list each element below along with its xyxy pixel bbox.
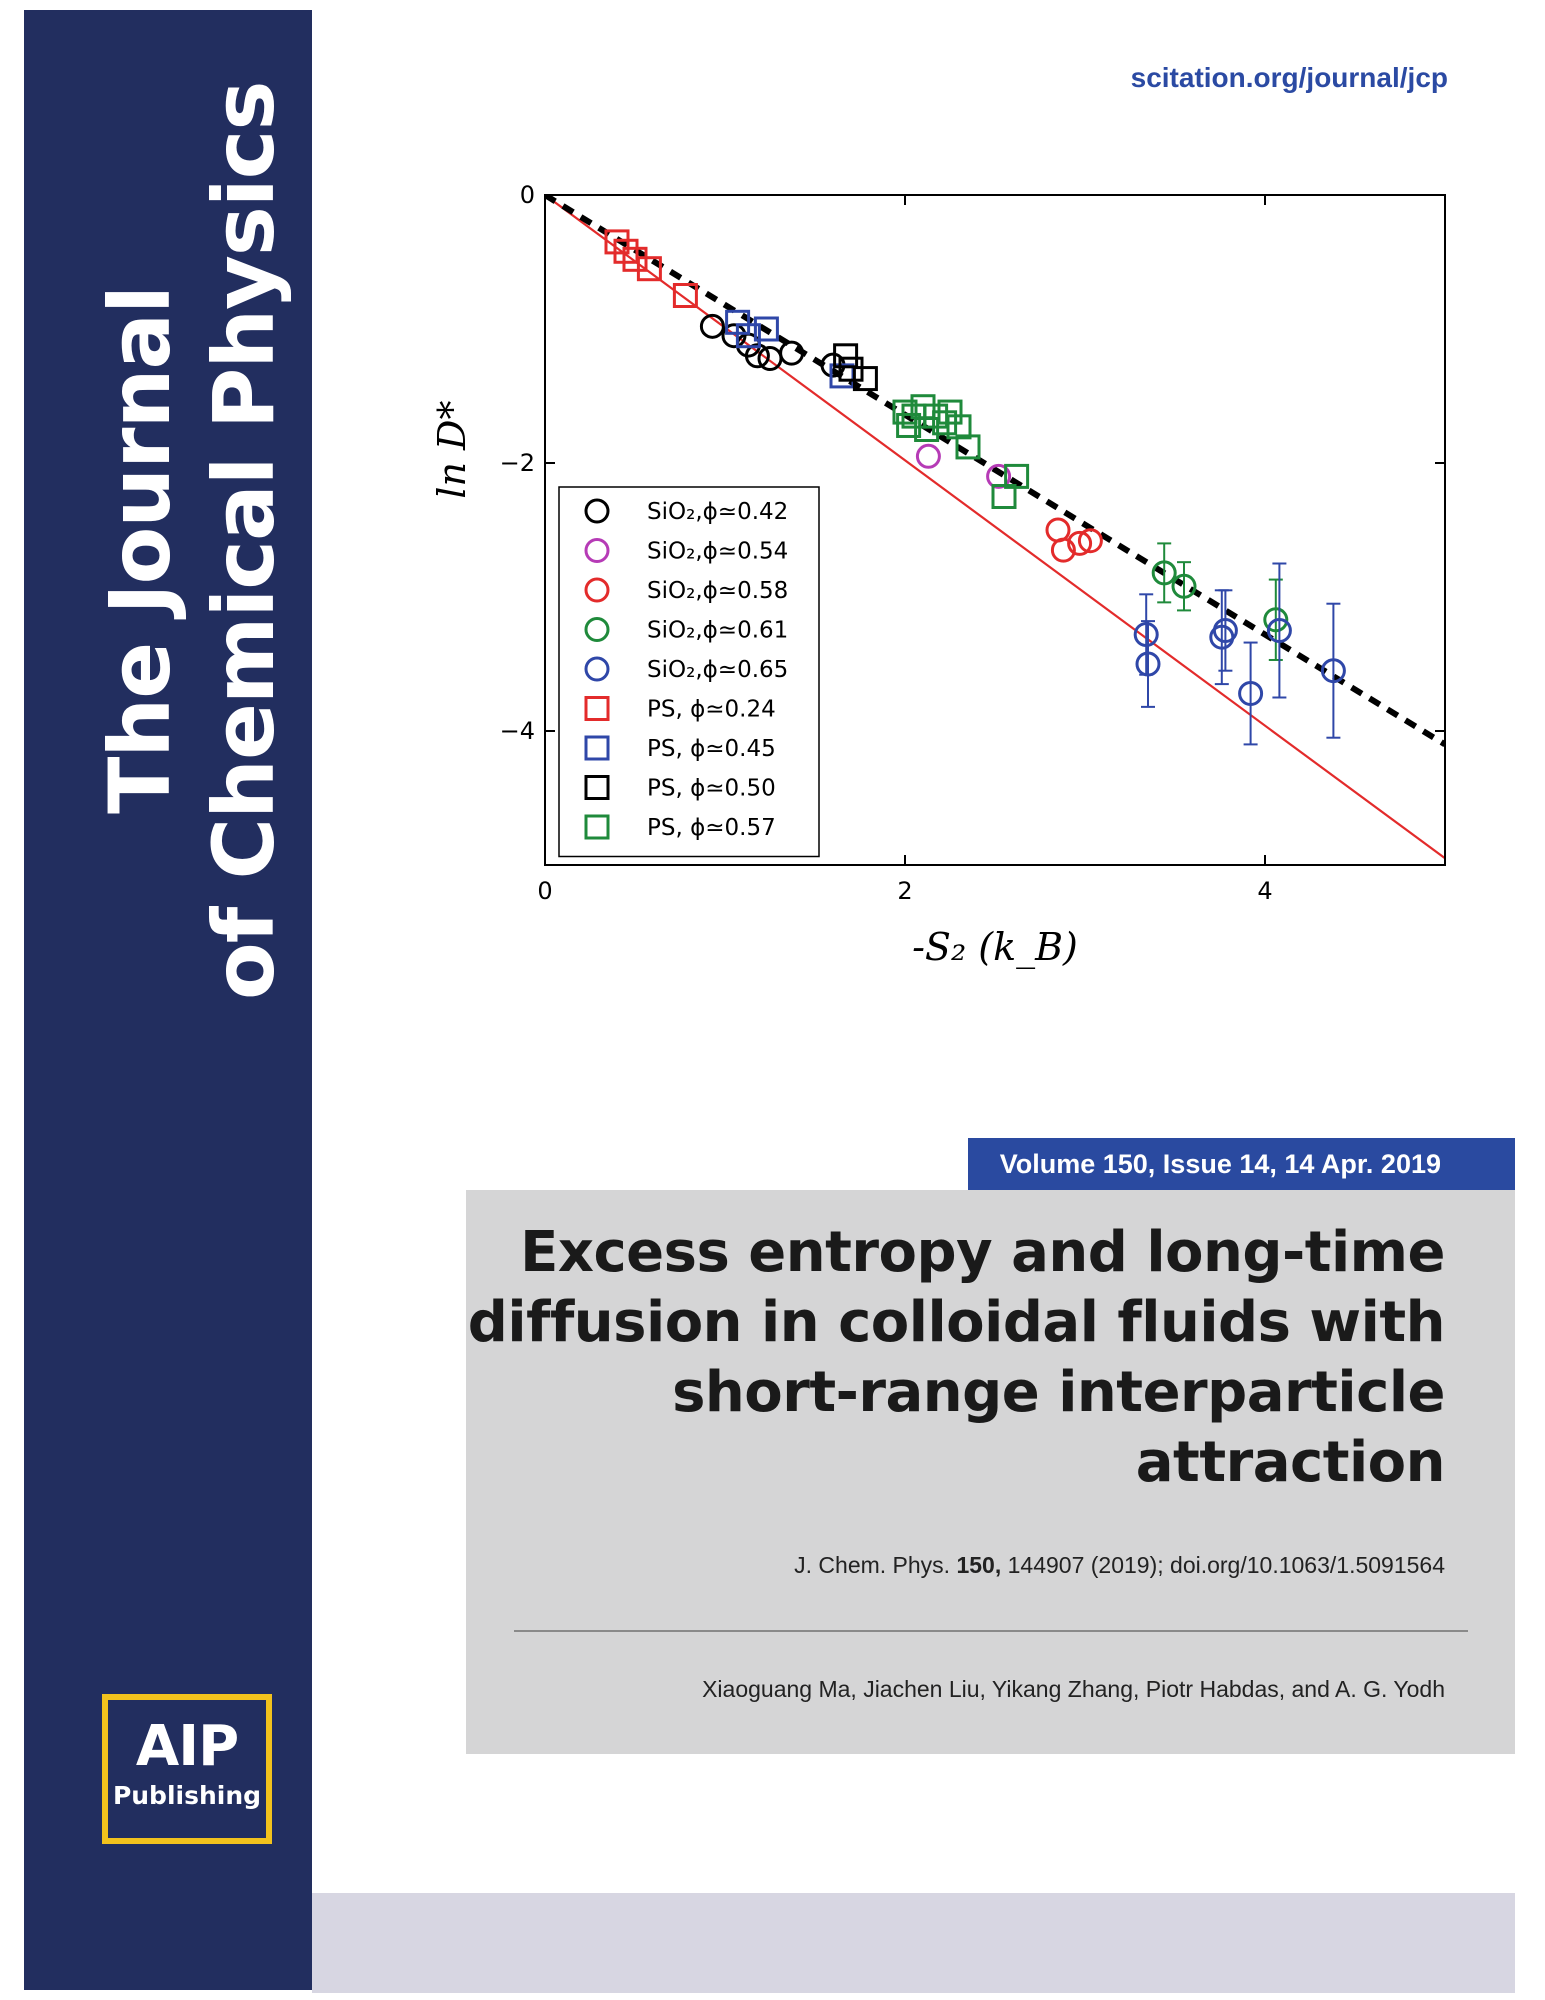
legend-marker-circle <box>584 498 610 524</box>
data-point-square <box>672 283 698 308</box>
legend-label: PS, ϕ≃0.24 <box>647 697 776 723</box>
legend-label: SiO₂,ϕ≃0.54 <box>647 539 788 565</box>
legend-label: PS, ϕ≃0.57 <box>647 815 776 841</box>
data-point-square <box>604 229 630 255</box>
data-point-square <box>955 434 981 460</box>
cover-chart: 0 2 4 0 −2 −4 -S₂ (k_B) ln D* SiO₂,ϕ≃0.42 SiO₂,ϕ≃… <box>430 181 1446 970</box>
citation-volume: 150, <box>956 1552 1002 1578</box>
data-point-circle <box>1212 618 1238 643</box>
legend-label: SiO₂,ϕ≃0.61 <box>647 618 788 644</box>
data-point-square <box>838 356 864 382</box>
legend-marker-square <box>584 735 610 761</box>
journal-title-line2: of Chemical Physics <box>195 81 293 1000</box>
authors: Xiaoguang Ma, Jiachen Liu, Yikang Zhang,… <box>702 1676 1445 1702</box>
data-point-square <box>946 414 972 440</box>
data-point-circle <box>1077 528 1103 554</box>
legend-marker-square <box>584 696 610 721</box>
data-point-square <box>1004 463 1030 489</box>
legend-marker-circle <box>584 617 610 642</box>
data-point-circle <box>699 313 725 339</box>
data-point-circle <box>1238 680 1264 706</box>
data-point-square <box>896 412 922 438</box>
legend-marker-circle <box>584 577 610 603</box>
data-point-square <box>937 399 963 425</box>
legend-box <box>558 486 820 858</box>
data-point-circle <box>1050 537 1076 563</box>
logo-aip-text: AIP <box>135 1714 239 1779</box>
legend-label: PS, ϕ≃0.50 <box>647 776 776 802</box>
data-point-circle <box>1263 607 1289 633</box>
data-point-square <box>914 417 940 442</box>
data-point-square <box>852 366 878 392</box>
data-point-circle <box>915 443 941 469</box>
article-info-box: Excess entropy and long-time diffusion i… <box>466 1190 1515 1754</box>
legend-marker-square <box>584 814 610 840</box>
legend-label: SiO₂,ϕ≃0.42 <box>647 499 788 525</box>
data-point-circle <box>1135 651 1161 677</box>
data-point-circle <box>744 343 770 369</box>
data-point-square <box>636 256 662 282</box>
data-point-circle <box>1133 622 1159 648</box>
volume-issue-banner: Volume 150, Issue 14, 14 Apr. 2019 <box>968 1138 1515 1190</box>
aip-publishing-logo: AIP Publishing <box>102 1694 272 1844</box>
data-point-circle <box>986 463 1012 489</box>
journal-url-link[interactable]: scitation.org/journal/jcp <box>1130 62 1448 93</box>
data-point-circle <box>779 340 805 366</box>
data-point-circle <box>1067 530 1093 556</box>
data-point-circle <box>1171 573 1197 599</box>
data-point-square <box>613 238 639 264</box>
x-tick-label: 0 <box>537 877 552 905</box>
y-axis-label: ln D* <box>430 401 474 499</box>
citation-doi[interactable]: 144907 (2019); doi.org/10.1063/1.5091564 <box>1001 1552 1445 1578</box>
data-point-circle <box>1266 618 1292 643</box>
citation: J. Chem. Phys. 150, 144907 (2019); doi.o… <box>794 1552 1445 1579</box>
data-point-square <box>991 484 1017 509</box>
data-point-circle <box>757 345 783 371</box>
data-point-circle <box>1151 560 1177 586</box>
data-point-circle <box>1045 517 1071 543</box>
x-tick-label: 2 <box>897 877 912 905</box>
citation-prefix: J. Chem. Phys. <box>794 1552 957 1578</box>
legend-label: SiO₂,ϕ≃0.58 <box>647 578 788 604</box>
data-point-square <box>892 399 918 425</box>
plot-frame <box>544 194 1446 866</box>
footer-band <box>312 1893 1515 1993</box>
y-tick-label: 0 <box>520 181 535 209</box>
data-point-square <box>833 343 859 369</box>
journal-sidebar: The Journal of Chemical Physics AIP Publ… <box>24 10 312 1990</box>
journal-title: The Journal of Chemical Physics <box>88 81 296 1000</box>
journal-title-line1: The Journal <box>91 286 189 814</box>
logo-publishing-text: Publishing <box>112 1781 262 1810</box>
data-point-square <box>622 246 648 272</box>
divider <box>514 1630 1468 1632</box>
y-tick-label: −2 <box>500 449 535 477</box>
article-title: Excess entropy and long-time diffusion i… <box>467 1220 1446 1495</box>
legend-label: SiO₂,ϕ≃0.65 <box>647 657 788 683</box>
x-tick-label: 4 <box>1257 877 1272 905</box>
y-tick-label: −4 <box>500 717 535 745</box>
data-point-square <box>735 323 761 349</box>
legend-marker-square <box>584 775 610 800</box>
data-point-square <box>753 316 779 342</box>
data-point-circle <box>1320 658 1346 684</box>
legend-label: PS, ϕ≃0.45 <box>647 736 776 762</box>
legend-marker-circle <box>584 656 610 682</box>
x-axis-label: -S₂ (k_B) <box>912 925 1078 970</box>
legend-marker-circle <box>584 538 610 563</box>
